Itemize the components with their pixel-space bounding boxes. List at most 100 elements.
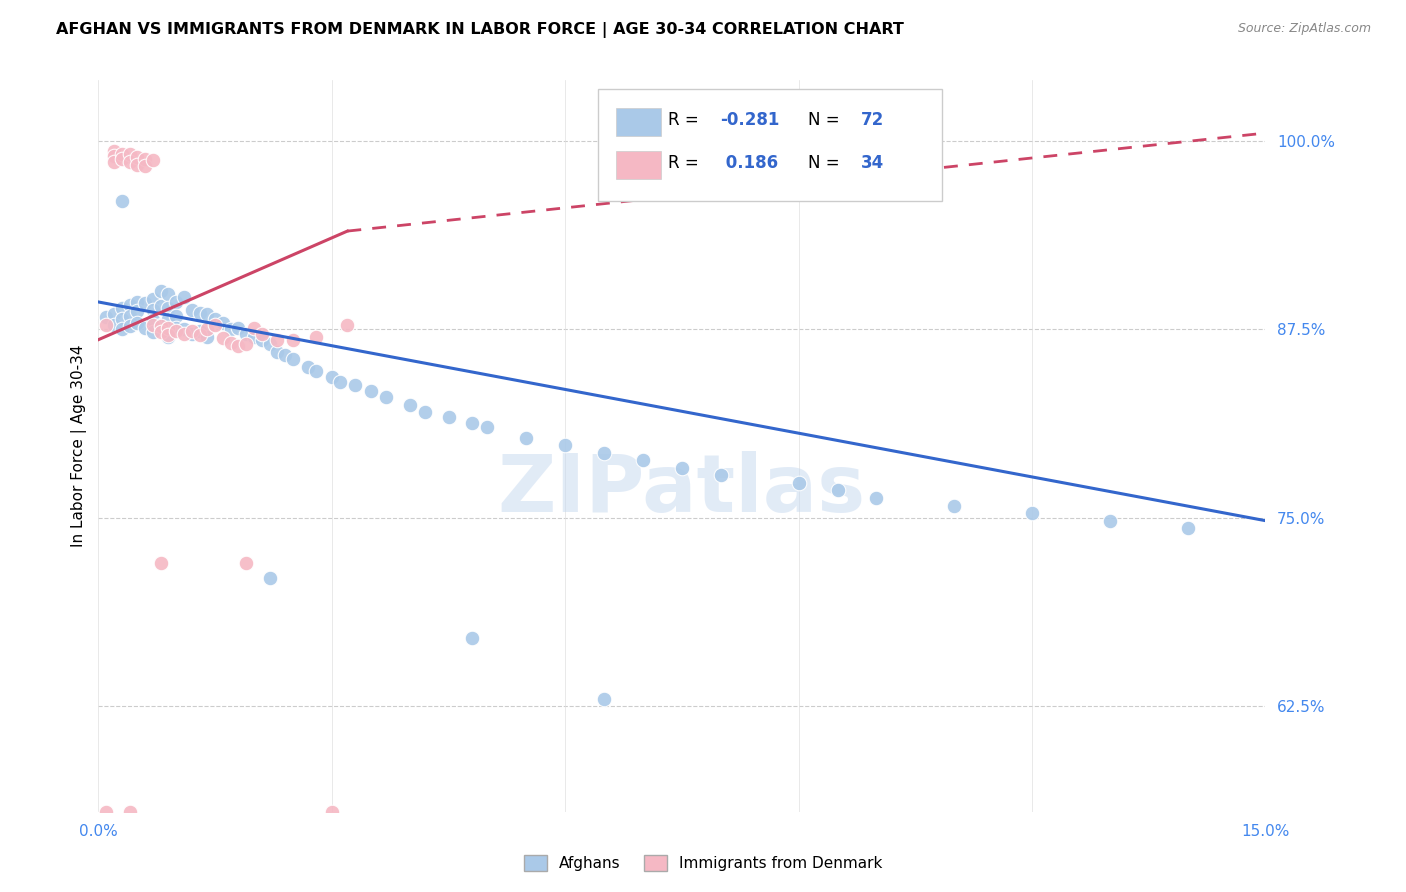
Point (118, 298, 141, 312)
Point (188, 305, 211, 319)
Point (243, 320, 266, 334)
Point (437, 409, 460, 424)
Point (157, 328, 180, 343)
Point (228, 339, 250, 353)
Point (157, 311, 180, 326)
Point (1021, 506, 1043, 520)
Point (103, 318, 125, 332)
Point (266, 344, 288, 359)
Point (943, 499, 966, 513)
Text: -0.281: -0.281 (720, 112, 779, 129)
Point (157, 287, 180, 301)
Point (118, 319, 141, 334)
Point (142, 313, 165, 327)
Point (180, 324, 202, 338)
Point (111, 147, 134, 161)
Point (398, 398, 420, 412)
Point (127, 150, 149, 164)
Point (149, 325, 172, 339)
Point (250, 326, 273, 341)
Point (149, 300, 172, 314)
Y-axis label: In Labor Force | Age 30-34: In Labor Force | Age 30-34 (72, 344, 87, 548)
Point (118, 805, 141, 819)
Point (103, 154, 125, 169)
Point (413, 405, 436, 419)
Point (515, 431, 537, 445)
Point (118, 154, 141, 169)
Point (235, 337, 257, 351)
Point (165, 295, 187, 310)
Point (329, 375, 352, 389)
Point (165, 309, 187, 323)
Point (204, 318, 226, 332)
Point (1098, 514, 1121, 528)
Point (134, 320, 156, 334)
Text: 72: 72 (860, 112, 884, 129)
Point (149, 319, 172, 334)
Point (631, 453, 654, 467)
Point (195, 322, 218, 336)
Point (204, 311, 226, 326)
Point (671, 461, 693, 475)
Point (228, 320, 250, 334)
Point (173, 290, 195, 304)
Point (149, 556, 172, 570)
Point (173, 326, 195, 341)
Point (461, 416, 484, 430)
Point (281, 352, 304, 367)
Text: ZIPatlas: ZIPatlas (498, 450, 866, 529)
Point (274, 348, 297, 362)
Legend: Afghans, Immigrants from Denmark: Afghans, Immigrants from Denmark (517, 849, 889, 877)
Point (127, 304, 149, 318)
Point (305, 329, 328, 343)
Point (321, 805, 343, 819)
Text: N =: N = (808, 112, 839, 129)
Point (593, 691, 616, 706)
Point (344, 378, 367, 392)
Text: AFGHAN VS IMMIGRANTS FROM DENMARK IN LABOR FORCE | AGE 30-34 CORRELATION CHART: AFGHAN VS IMMIGRANTS FROM DENMARK IN LAB… (56, 22, 904, 38)
Point (266, 333, 288, 347)
Point (297, 359, 319, 374)
Point (195, 307, 218, 321)
Point (259, 571, 281, 585)
Point (787, 475, 810, 490)
Point (219, 335, 242, 350)
Point (103, 307, 125, 321)
Point (111, 322, 134, 336)
Point (142, 318, 165, 332)
Point (118, 309, 141, 323)
Text: N =: N = (808, 154, 839, 172)
Point (173, 322, 195, 336)
Point (134, 296, 156, 310)
Point (127, 158, 149, 172)
Point (149, 285, 172, 299)
Point (212, 331, 235, 345)
Point (118, 147, 141, 161)
Point (96, 318, 118, 332)
Point (165, 324, 187, 338)
Point (134, 152, 156, 166)
Point (461, 632, 484, 646)
Point (235, 556, 257, 570)
Point (188, 324, 211, 338)
Point (593, 446, 616, 460)
Point (111, 311, 134, 326)
Point (188, 328, 211, 343)
Point (111, 301, 134, 315)
Point (127, 295, 149, 310)
Point (111, 152, 134, 166)
Point (157, 320, 180, 334)
Text: Source: ZipAtlas.com: Source: ZipAtlas.com (1237, 22, 1371, 36)
Point (180, 302, 202, 317)
Point (212, 316, 235, 330)
Point (477, 420, 499, 434)
Point (157, 301, 180, 315)
Point (127, 316, 149, 330)
Point (250, 333, 273, 347)
Point (142, 292, 165, 306)
Point (235, 326, 257, 341)
Point (710, 468, 733, 483)
Point (103, 144, 125, 158)
Point (142, 153, 165, 168)
Point (219, 322, 242, 336)
